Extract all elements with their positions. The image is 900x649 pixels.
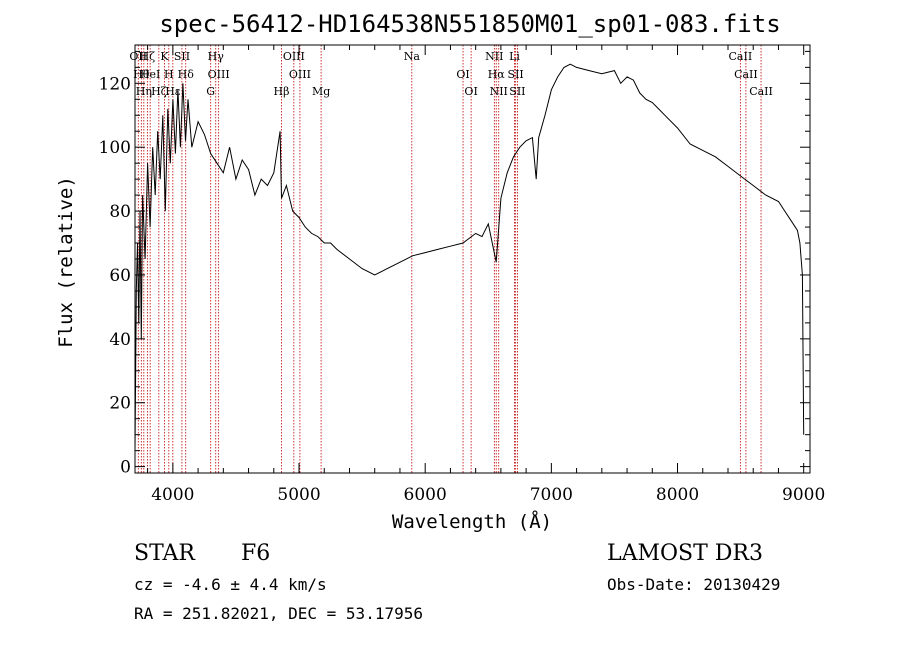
- x-tick-label: 6000: [404, 485, 447, 505]
- line-marker-label: CaII: [734, 68, 758, 81]
- line-marker-label: CaII: [749, 85, 773, 98]
- line-marker-label: SII: [508, 68, 524, 81]
- x-tick-label: 5000: [277, 485, 320, 505]
- line-marker-label: Hζ: [151, 85, 167, 98]
- plot-frame: [134, 44, 811, 474]
- y-axis-label: Flux (relative): [55, 176, 77, 348]
- y-axis-ticks: 0 20 40 60 80 100 120: [99, 50, 810, 478]
- line-marker-label: HeI: [140, 68, 160, 81]
- redshift-velocity: cz = -4.6 ± 4.4 km/s: [134, 575, 327, 594]
- line-marker-label: K: [160, 50, 169, 63]
- x-tick-label: 7000: [530, 485, 573, 505]
- chart-title: spec-56412-HD164538N551850M01_sp01-083.f…: [159, 10, 780, 38]
- y-tick-label: 0: [120, 458, 131, 478]
- line-marker-label: OI: [456, 68, 469, 81]
- line-marker-label: G: [206, 85, 215, 98]
- x-tick-label: 4000: [151, 485, 194, 505]
- line-marker-label: OIII: [208, 68, 230, 81]
- line-marker-label: OIII: [283, 50, 305, 63]
- line-marker-label: NII: [485, 50, 503, 63]
- line-marker-label: CaII: [729, 50, 753, 63]
- line-marker-label: Hα: [488, 68, 506, 81]
- spectrum-line: [134, 63, 805, 451]
- x-axis-label: Wavelength (Å): [392, 510, 552, 533]
- line-marker-label: Hζ: [140, 50, 156, 63]
- line-marker-label: Li: [509, 50, 520, 63]
- line-marker-label: SII: [509, 85, 525, 98]
- y-tick-label: 80: [109, 202, 131, 222]
- line-marker-label: Hγ: [208, 50, 225, 63]
- y-tick-label: 40: [109, 330, 131, 350]
- survey-name: LAMOST DR3: [607, 541, 763, 566]
- x-tick-label: 9000: [782, 485, 825, 505]
- line-marker-label: OII: [129, 50, 147, 63]
- line-marker-label: Mg: [312, 85, 330, 98]
- line-marker-label: H: [164, 68, 174, 81]
- plot-area: OIIHθHηHζHeIHζKHHεSIIHδGHγOIIIHβOIIIOIII…: [99, 44, 825, 505]
- observation-date: Obs-Date: 20130429: [607, 575, 780, 594]
- x-axis-ticks: 4000 5000 6000 7000 8000 9000: [147, 45, 825, 505]
- emission-line-labels: OIIHθHηHζHeIHζKHHεSIIHδGHγOIIIHβOIIIOIII…: [129, 50, 772, 98]
- object-class: STAR: [134, 541, 196, 566]
- line-marker-label: Hθ: [133, 68, 150, 81]
- y-tick-label: 20: [109, 394, 131, 414]
- y-tick-label: 120: [99, 74, 131, 94]
- ra-dec-coordinates: RA = 251.82021, DEC = 53.17956: [134, 604, 423, 623]
- y-tick-label: 100: [99, 138, 131, 158]
- y-tick-label: 60: [109, 266, 131, 286]
- line-marker-label: OIII: [289, 68, 311, 81]
- line-marker-label: NII: [490, 85, 508, 98]
- x-tick-label: 8000: [656, 485, 699, 505]
- line-marker-label: Hβ: [274, 85, 290, 98]
- line-marker-label: Hδ: [178, 68, 195, 81]
- line-marker-label: Hη: [136, 85, 152, 98]
- spectral-subclass: F6: [241, 541, 270, 566]
- line-marker-label: SII: [174, 50, 190, 63]
- line-marker-label: OI: [464, 85, 477, 98]
- emission-line-markers: [137, 45, 762, 473]
- line-marker-label: Hε: [165, 85, 181, 98]
- line-marker-label: Na: [404, 50, 421, 63]
